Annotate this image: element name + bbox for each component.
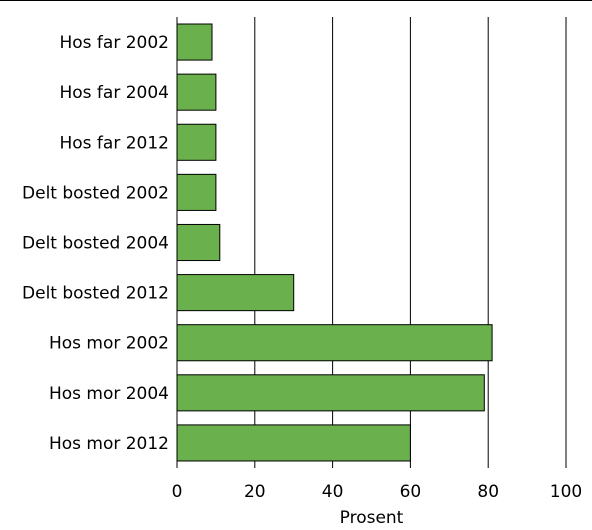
category-label: Delt bosted 2004 bbox=[22, 234, 169, 254]
x-tick-label: 0 bbox=[172, 482, 183, 502]
bar bbox=[176, 23, 213, 61]
x-tick-labels: 0 20 40 60 80 100 bbox=[172, 482, 583, 502]
x-axis-label: Prosent bbox=[340, 508, 404, 528]
category-label: Hos mor 2012 bbox=[49, 434, 169, 454]
x-tick-label: 100 bbox=[550, 482, 582, 502]
bar bbox=[176, 324, 493, 362]
category-label: Delt bosted 2012 bbox=[22, 284, 169, 304]
category-label: Hos far 2004 bbox=[59, 83, 169, 103]
x-tick-label: 60 bbox=[400, 482, 422, 502]
bar bbox=[176, 73, 217, 111]
bar bbox=[176, 173, 217, 211]
x-tick-label: 80 bbox=[477, 482, 499, 502]
category-labels: Hos far 2002 Hos far 2004 Hos far 2012 Delt… bbox=[22, 33, 169, 454]
bar bbox=[176, 123, 217, 161]
x-tick-label: 40 bbox=[322, 482, 344, 502]
category-label: Hos far 2002 bbox=[59, 33, 169, 53]
category-label: Hos far 2012 bbox=[59, 133, 169, 153]
top-border bbox=[0, 0, 592, 1]
bars bbox=[176, 23, 493, 462]
bar bbox=[176, 374, 485, 412]
bar bbox=[176, 274, 295, 312]
bar bbox=[176, 223, 221, 262]
category-label: Hos mor 2002 bbox=[49, 334, 169, 354]
bar bbox=[176, 424, 411, 462]
category-label: Hos mor 2004 bbox=[49, 384, 169, 404]
x-tick-label: 20 bbox=[244, 482, 266, 502]
category-label: Delt bosted 2002 bbox=[22, 183, 169, 203]
